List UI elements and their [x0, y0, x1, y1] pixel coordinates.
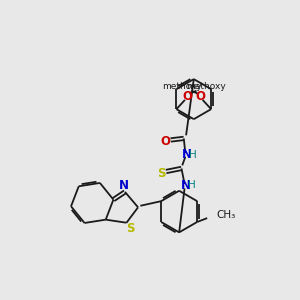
- Text: N: N: [182, 148, 192, 161]
- Text: N: N: [119, 179, 129, 192]
- Text: CH₃: CH₃: [216, 210, 236, 220]
- Text: O: O: [160, 135, 170, 148]
- Text: N: N: [181, 179, 191, 192]
- Text: methoxy: methoxy: [162, 82, 202, 91]
- Text: O: O: [182, 90, 192, 103]
- Text: S: S: [157, 167, 166, 180]
- Text: methoxy: methoxy: [186, 82, 226, 91]
- Text: O: O: [195, 90, 205, 103]
- Text: H: H: [189, 150, 197, 160]
- Text: S: S: [126, 222, 135, 235]
- Text: H: H: [188, 180, 196, 190]
